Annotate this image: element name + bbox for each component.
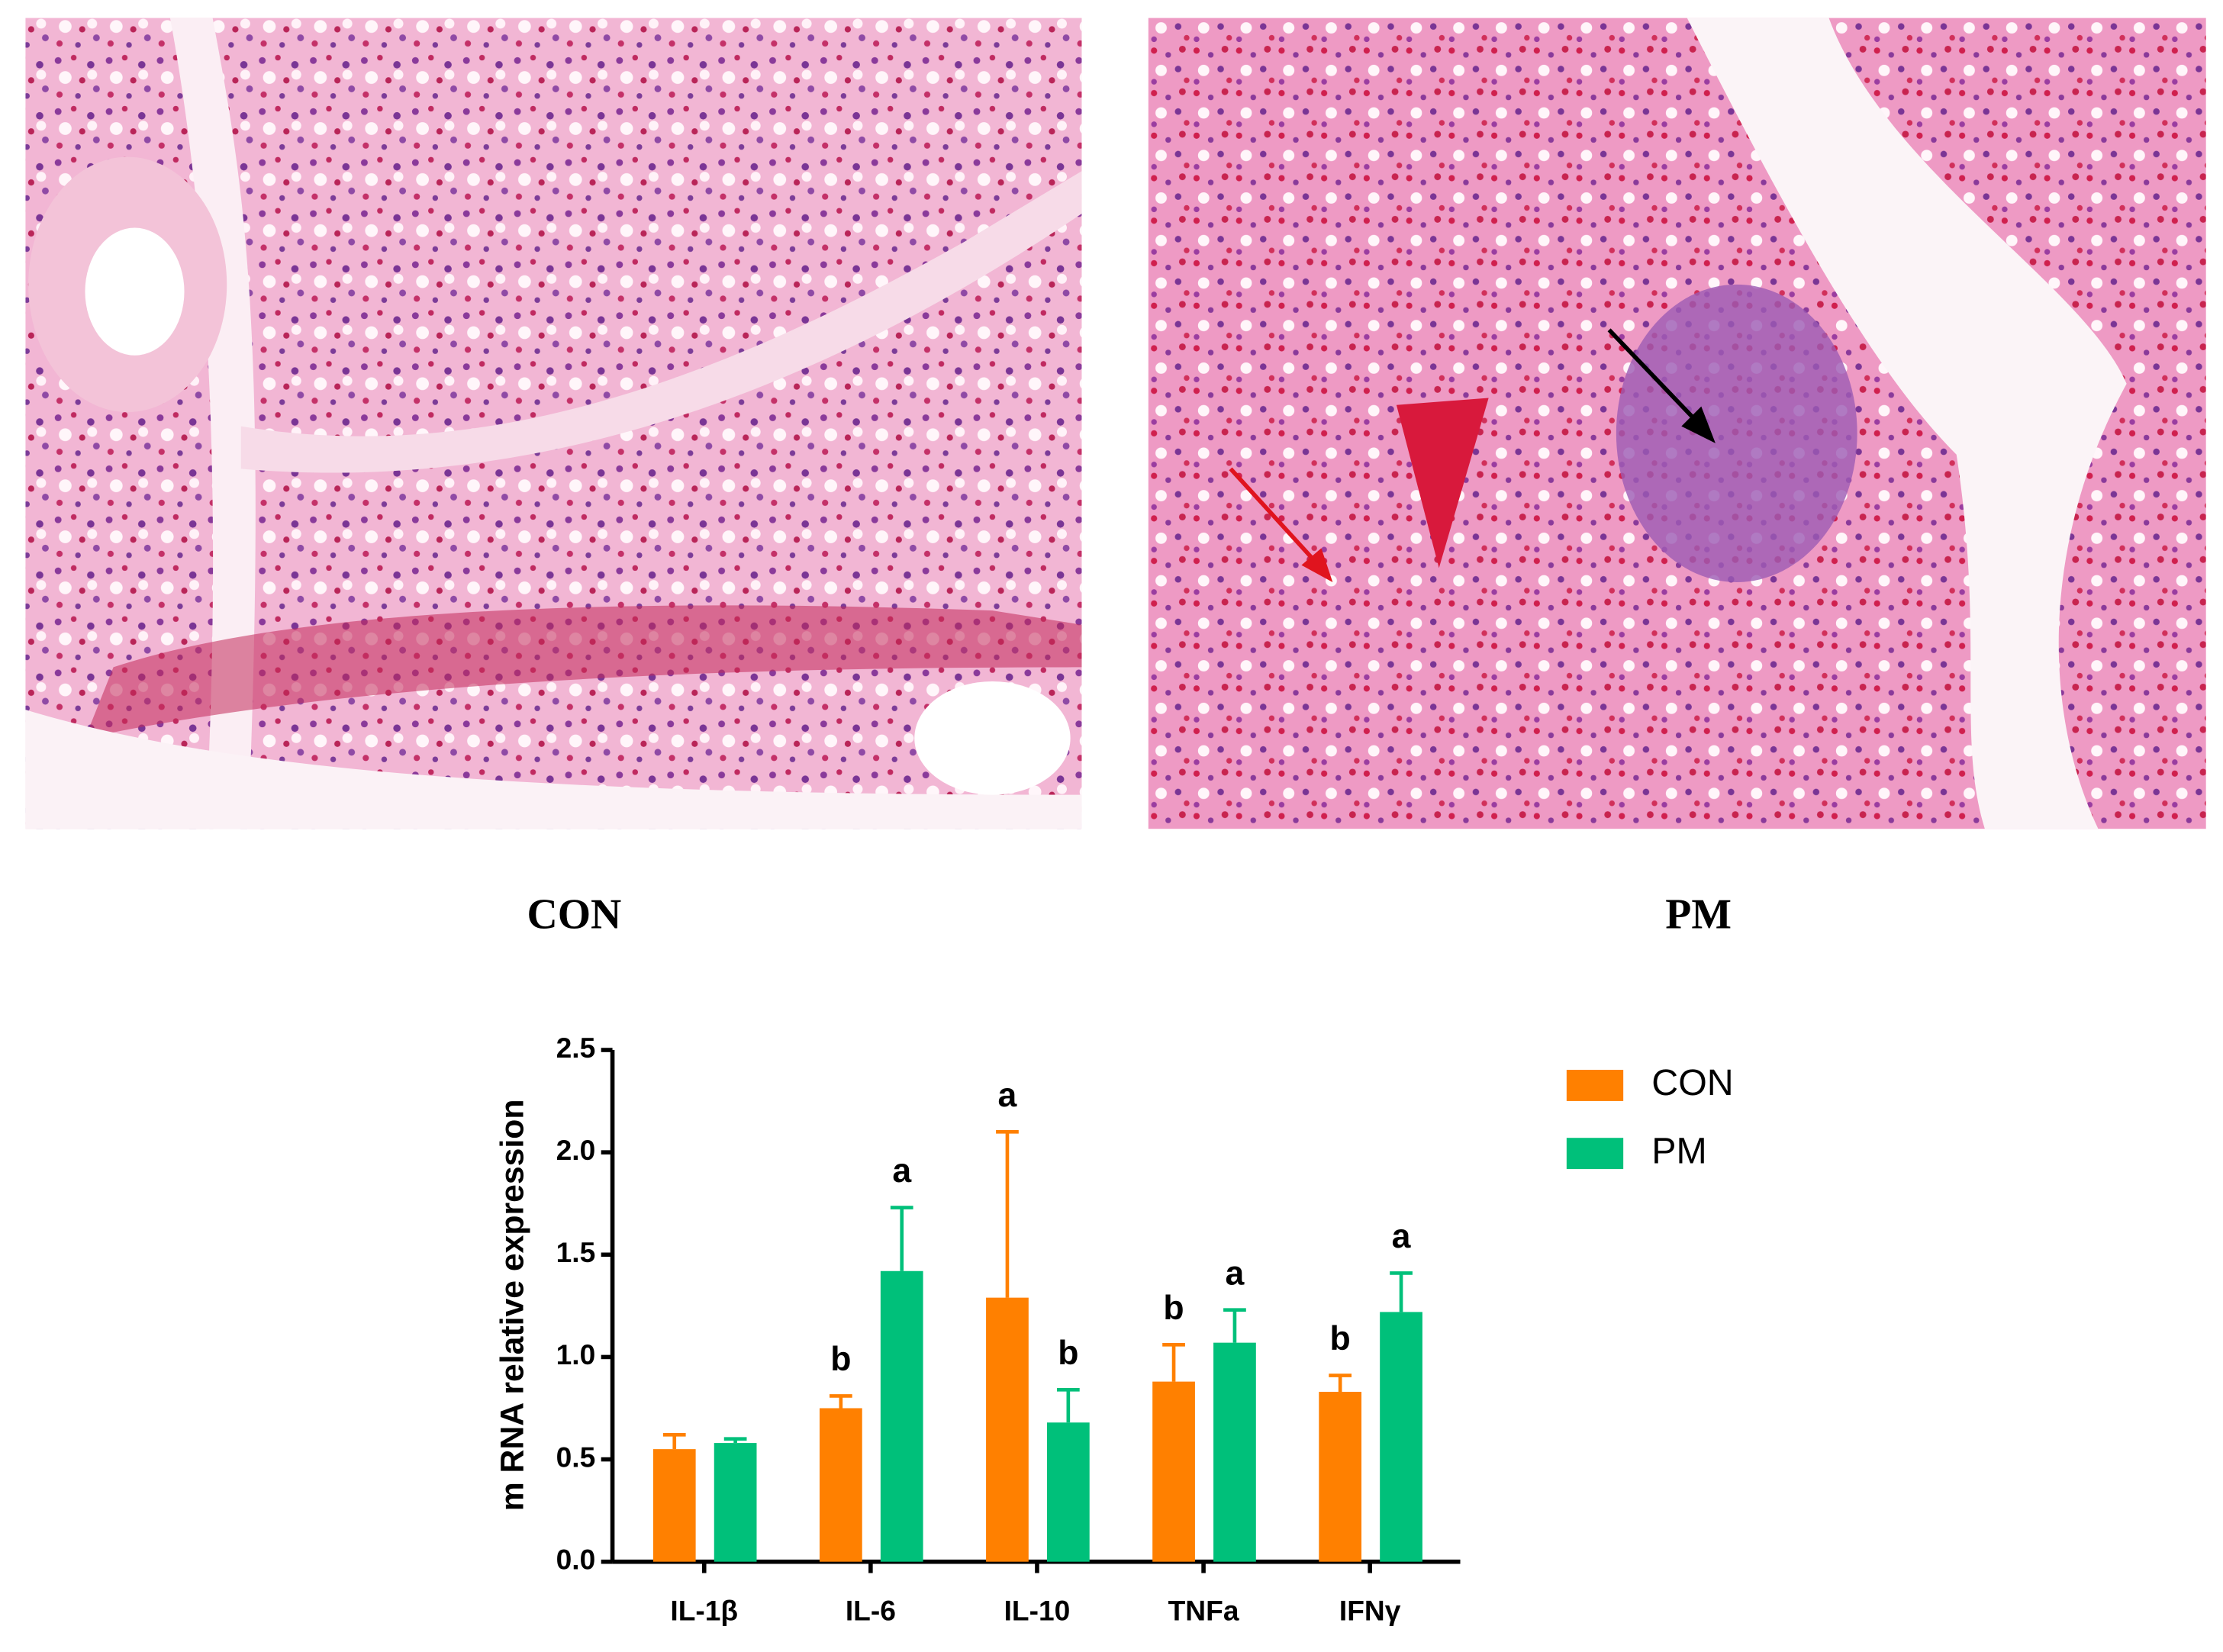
bar — [1319, 1392, 1362, 1562]
histology-con — [25, 18, 1082, 829]
bar — [1213, 1342, 1256, 1562]
significance-letter: b — [1058, 1335, 1078, 1372]
x-tick-label: IFNγ — [1339, 1594, 1401, 1626]
x-tick-label: IL-10 — [1004, 1594, 1071, 1626]
arrow-black — [1607, 328, 1703, 428]
bar — [986, 1297, 1029, 1562]
x-tick-label: TNFa — [1168, 1594, 1239, 1626]
legend-label: PM — [1651, 1130, 1706, 1171]
y-tick-label: 0.0 — [556, 1544, 596, 1576]
y-tick-label: 2.0 — [556, 1134, 596, 1166]
histology-pm — [1148, 18, 2206, 829]
panel-label: PM — [1665, 890, 1732, 938]
chart: 0.0 0.5 1.0 1.5 2.0 2.5 IL-1β IL-6 b a IL-10 a b TNFa… — [556, 1032, 1734, 1627]
legend-label: CON — [1651, 1062, 1733, 1103]
x-tick-label: IL-6 — [846, 1594, 896, 1626]
bar — [652, 1449, 696, 1562]
y-tick-label: 1.0 — [556, 1338, 596, 1370]
bar — [1152, 1381, 1195, 1562]
significance-letter: a — [892, 1152, 912, 1190]
bar — [1380, 1312, 1422, 1562]
significance-letter: b — [830, 1341, 851, 1378]
significance-letter: a — [1392, 1218, 1412, 1255]
y-tick-label: 2.5 — [556, 1032, 596, 1064]
y-axis-label: m RNA relative expression — [495, 1100, 531, 1512]
significance-letter: a — [998, 1077, 1018, 1114]
legend-swatch — [1566, 1138, 1624, 1170]
significance-letter: a — [1226, 1254, 1245, 1292]
significance-letter: b — [1330, 1320, 1351, 1357]
y-tick-label: 0.5 — [556, 1441, 596, 1473]
legend-swatch — [1566, 1070, 1624, 1101]
bar — [714, 1443, 757, 1562]
arrow-red — [1229, 467, 1320, 567]
bar — [880, 1270, 923, 1562]
bar — [819, 1408, 862, 1562]
significance-letter: b — [1163, 1290, 1184, 1327]
bar — [1046, 1422, 1090, 1562]
panel-label: CON — [527, 890, 621, 938]
x-tick-label: IL-1β — [670, 1594, 738, 1626]
y-tick-label: 1.5 — [556, 1236, 596, 1268]
